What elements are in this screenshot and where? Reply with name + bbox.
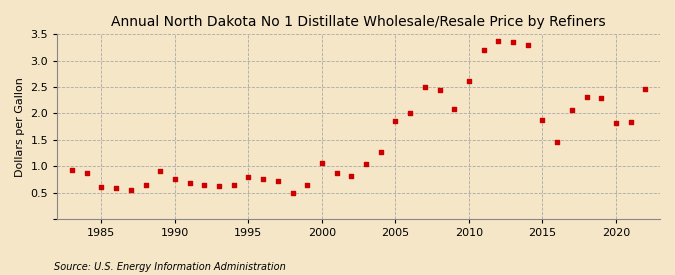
Point (155, 169, 165, 174)
Point (464, 79, 475, 83)
Point (81, 170, 92, 175)
Point (640, 87, 651, 91)
Point (537, 118, 548, 123)
Point (346, 174, 356, 178)
Point (111, 186, 122, 190)
Y-axis label: Dollars per Gallon: Dollars per Gallon (15, 77, 25, 177)
Point (317, 160, 327, 165)
Point (184, 181, 195, 185)
Point (140, 183, 151, 187)
Point (581, 95, 592, 99)
Point (390, 119, 401, 123)
Point (169, 177, 180, 182)
Point (302, 183, 313, 187)
Point (228, 183, 239, 187)
Point (199, 183, 210, 187)
Point (360, 162, 371, 166)
Point (126, 188, 136, 192)
Point (375, 150, 386, 154)
Point (258, 177, 269, 182)
Point (419, 85, 430, 89)
Point (596, 96, 607, 100)
Point (67, 168, 78, 172)
Point (287, 190, 298, 195)
Title: Annual North Dakota No 1 Distillate Wholesale/Resale Price by Refiners: Annual North Dakota No 1 Distillate Whol… (111, 15, 606, 29)
Point (566, 108, 577, 112)
Text: Source: U.S. Energy Information Administration: Source: U.S. Energy Information Administ… (54, 262, 286, 272)
Point (243, 175, 254, 179)
Point (522, 43, 533, 48)
Point (273, 179, 284, 183)
Point (493, 39, 504, 43)
Point (551, 140, 562, 145)
Point (405, 111, 416, 115)
Point (478, 47, 489, 52)
Point (213, 184, 224, 188)
Point (434, 88, 445, 92)
Point (449, 107, 460, 111)
Point (96, 185, 107, 189)
Point (508, 40, 518, 45)
Point (331, 170, 342, 175)
Point (610, 121, 621, 125)
Point (625, 120, 636, 124)
